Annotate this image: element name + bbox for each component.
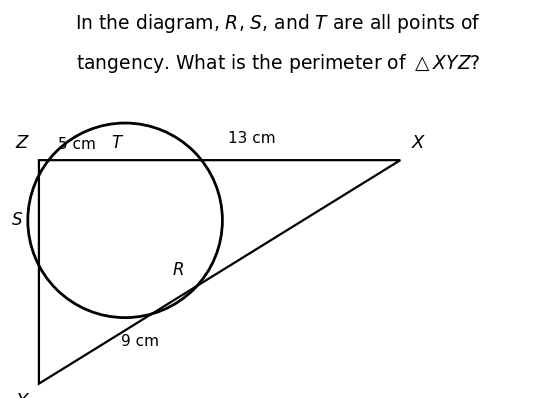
Text: R: R — [172, 261, 184, 279]
Text: In the diagram, $R$, $S$, and $T$ are all points of: In the diagram, $R$, $S$, and $T$ are al… — [75, 12, 481, 35]
Text: Z: Z — [16, 134, 28, 152]
Text: 9 cm: 9 cm — [121, 334, 159, 349]
Text: T: T — [111, 134, 121, 152]
Text: tangency. What is the perimeter of $\triangle$$XYZ$?: tangency. What is the perimeter of $\tri… — [76, 52, 480, 75]
Text: X: X — [411, 134, 424, 152]
Text: 5 cm: 5 cm — [57, 137, 96, 152]
Text: 13 cm: 13 cm — [228, 131, 275, 146]
Text: Y: Y — [17, 392, 28, 398]
Text: S: S — [12, 211, 22, 229]
